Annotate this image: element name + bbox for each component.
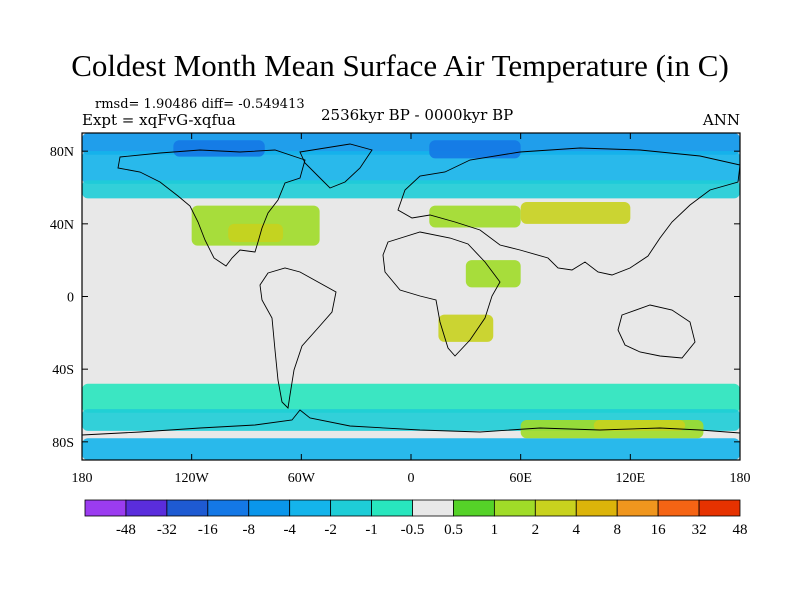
colorbar-swatch	[248, 499, 291, 517]
anomaly-region-1	[82, 151, 740, 184]
anomaly-regions	[82, 133, 740, 460]
anomaly-region-3	[429, 140, 521, 159]
x-tick-label: 0	[408, 471, 415, 486]
colorbar-label: 1	[491, 522, 499, 538]
colorbar-label: 48	[733, 522, 748, 538]
coast-eurasia	[397, 147, 740, 276]
rmsd-diff-stats: rmsd= 1.90486 diff= -0.549413	[95, 97, 305, 112]
colorbar-label: -4	[283, 522, 296, 538]
coast-south-america	[259, 267, 337, 409]
colorbar-swatch	[453, 499, 495, 517]
colorbar-swatch	[289, 499, 332, 517]
y-tick-label: 0	[67, 291, 74, 306]
x-axis: 180 120W 60W 0 60E 120E 180	[72, 133, 751, 486]
anomaly-region-2	[173, 140, 265, 157]
anomaly-region-7	[429, 205, 521, 228]
x-tick-label: 120E	[616, 471, 646, 486]
y-tick-label: 80N	[50, 145, 74, 160]
colorbar-label: -8	[243, 522, 256, 538]
colorbar-swatch	[371, 499, 413, 517]
coast-antarctica	[82, 409, 740, 436]
coast-greenland	[299, 143, 373, 189]
colorbar-label: 32	[692, 522, 707, 538]
colorbar-label: -32	[157, 522, 177, 538]
experiment-label: Expt = xqFvG-xqfua	[82, 111, 236, 129]
x-tick-label: 120W	[175, 471, 210, 486]
anomaly-region-9	[465, 260, 521, 288]
anomaly-region-13	[82, 438, 740, 460]
colorbar-swatch	[84, 499, 127, 517]
colorbar-label: 4	[573, 522, 581, 538]
anomaly-region-11	[82, 383, 740, 413]
colorbar-label: -16	[198, 522, 218, 538]
colorbar-label: 2	[532, 522, 540, 538]
colorbar-label: 0.5	[444, 522, 463, 538]
coastlines	[82, 143, 740, 436]
colorbar-label: 16	[651, 522, 667, 538]
season-label: ANN	[702, 111, 740, 129]
coast-australia	[617, 304, 696, 359]
colorbar-swatch	[657, 499, 700, 517]
coast-north-america	[117, 149, 306, 267]
colorbar-swatch	[698, 499, 741, 517]
plot-area	[82, 133, 740, 460]
chart-title: Coldest Month Mean Surface Air Temperatu…	[71, 48, 729, 83]
y-tick-label: 40S	[52, 363, 74, 378]
y-axis: 80N 40N 0 40S 80S	[50, 145, 740, 451]
x-tick-label: 180	[72, 471, 93, 486]
colorbar-label: -0.5	[401, 522, 425, 538]
x-tick-label: 60W	[288, 471, 316, 486]
coast-africa	[382, 231, 501, 357]
colorbar-swatch	[207, 499, 250, 517]
y-tick-label: 80S	[52, 436, 74, 451]
colorbar-swatch	[166, 499, 209, 517]
x-tick-label: 180	[730, 471, 751, 486]
colorbar-label: -48	[116, 522, 136, 538]
colorbar-label: -2	[324, 522, 337, 538]
colorbar-swatch	[534, 499, 577, 517]
period-label: 2536kyr BP - 0000kyr BP	[321, 106, 514, 124]
colorbar-swatch	[330, 499, 372, 517]
colorbar-swatch	[616, 499, 659, 517]
y-tick-label: 40N	[50, 218, 74, 233]
colorbar: -48 -32 -16 -8 -4 -2 -1 -0.5 0.5 1 2 4 8 16 32 48	[84, 499, 748, 538]
colorbar-swatch	[412, 499, 454, 517]
anomaly-region-8	[520, 202, 631, 224]
colorbar-swatch	[125, 499, 168, 517]
colorbar-swatch	[575, 499, 618, 517]
anomaly-region-4	[82, 180, 740, 199]
colorbar-swatch	[493, 499, 536, 517]
x-tick-label: 60E	[509, 471, 532, 486]
colorbar-label: -1	[365, 522, 378, 538]
anomaly-region-10	[438, 314, 494, 342]
anomaly-region-15	[593, 420, 686, 431]
colorbar-label: 8	[613, 522, 621, 538]
anomaly-region-6	[228, 223, 284, 242]
